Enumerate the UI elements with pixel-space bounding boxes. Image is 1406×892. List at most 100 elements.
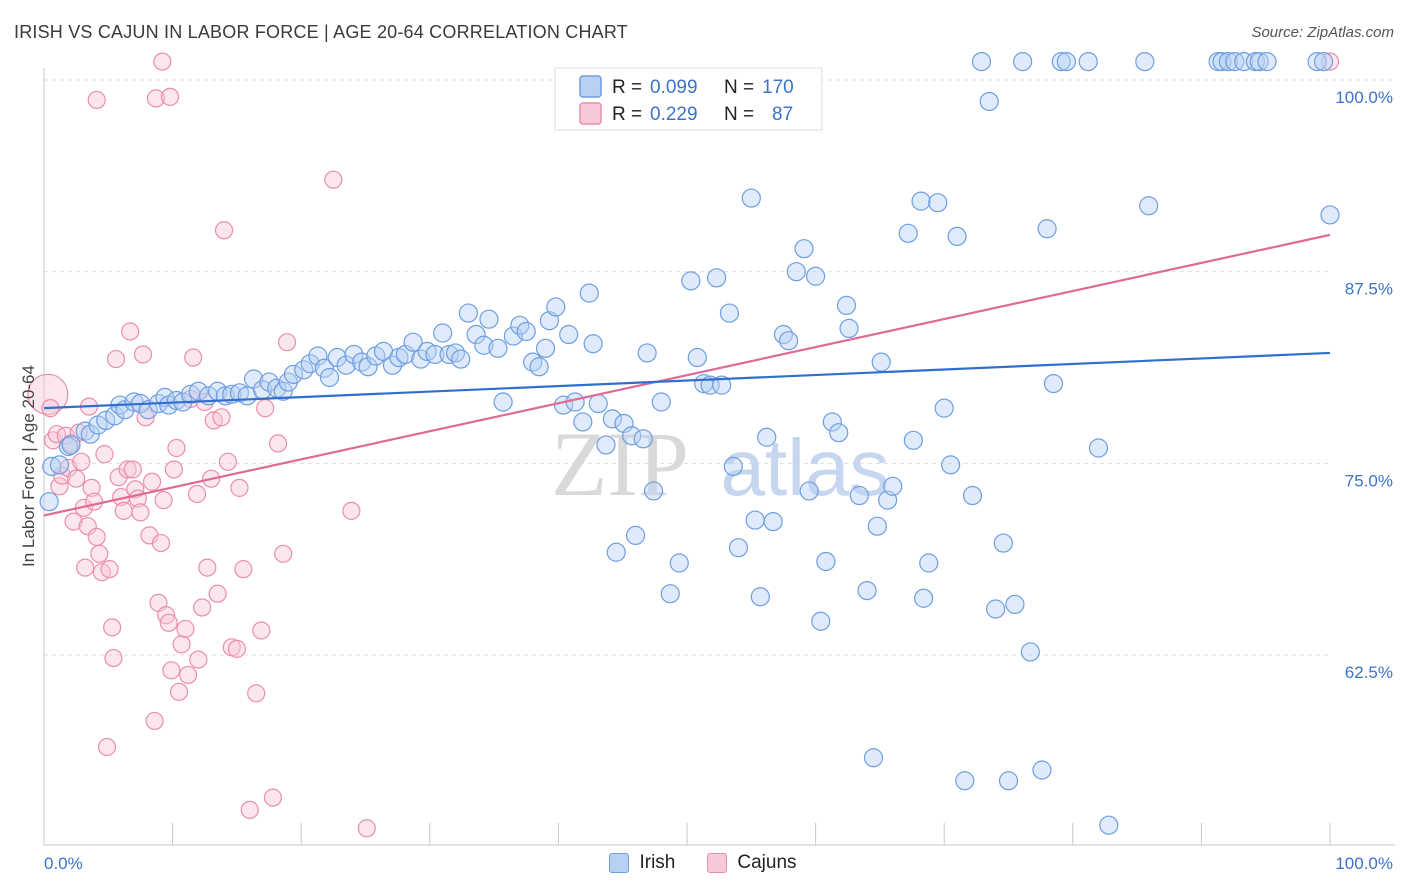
irish-point (1099, 815, 1119, 835)
irish-point (458, 303, 478, 323)
irish-point (941, 455, 961, 475)
irish-point (382, 355, 403, 375)
irish-point (633, 429, 653, 449)
irish-point (799, 481, 819, 501)
irish-point (319, 367, 340, 388)
irish-point (300, 354, 320, 374)
cajun-point (123, 460, 142, 479)
irish-point (403, 332, 423, 352)
irish-point (919, 553, 939, 573)
irish-point (358, 357, 378, 377)
irish-point (479, 309, 499, 329)
cajun-point (176, 619, 195, 639)
irish-point (493, 392, 513, 412)
irish-point (1249, 51, 1269, 72)
irish-point (773, 324, 794, 345)
cajun-point (160, 87, 180, 106)
irish-point (1307, 51, 1327, 72)
cajun-point (227, 639, 246, 658)
irish-point (947, 226, 967, 246)
irish-point (314, 358, 334, 378)
irish-point (669, 553, 689, 573)
irish-point (863, 748, 884, 768)
irish-point (741, 188, 761, 208)
irish-point (962, 485, 983, 506)
cajun-point (133, 345, 153, 364)
cajun-point (118, 460, 137, 479)
cajun-points (27, 52, 1340, 838)
irish-point (1020, 642, 1040, 662)
irish-point (1078, 51, 1098, 72)
irish-point (395, 344, 415, 365)
irish-point (606, 542, 626, 562)
legend-cajun-r-value: 0.229 (650, 104, 698, 125)
irish-point (778, 331, 799, 351)
irish-point (583, 334, 603, 354)
legend-cajun-n-value: 87 (772, 104, 793, 125)
tick-labels: 62.5% 75.0% 87.5% 100.0% 0.0% 100.0% (44, 88, 1393, 873)
cajun-point (106, 349, 126, 369)
cajun-trend-line (43, 233, 1331, 517)
irish-point (1043, 374, 1064, 394)
cajun-point (72, 452, 91, 471)
irish-point (867, 516, 887, 536)
irish-point (1320, 205, 1340, 225)
irish-point (871, 352, 891, 372)
irish-point (914, 588, 934, 608)
irish-point (96, 410, 116, 430)
cajun-point (256, 399, 275, 418)
cajun-point (146, 89, 165, 108)
cajun-point (103, 618, 122, 637)
irish-point (1005, 594, 1025, 615)
irish-point (822, 412, 842, 432)
irish-point (903, 430, 923, 450)
irish-point (706, 268, 727, 288)
cajun-point (162, 661, 181, 680)
irish-point (811, 611, 831, 631)
bottom-legend-irish-label: Irish (639, 852, 676, 873)
irish-point (979, 91, 999, 112)
bottom-legend-irish-swatch (609, 853, 630, 873)
irish-point (643, 481, 664, 501)
cajun-point (178, 665, 198, 685)
cajun-point (87, 90, 106, 110)
irish-point (308, 346, 328, 366)
irish-point (745, 510, 765, 530)
irish-point (579, 283, 599, 303)
irish-point (898, 223, 918, 243)
irish-point (411, 349, 431, 369)
irish-point (719, 303, 740, 323)
irish-point (786, 262, 806, 282)
x-tick-label-max: 100.0% (1335, 854, 1393, 873)
irish-point (546, 297, 566, 317)
irish-point (529, 357, 549, 377)
cajun-point (189, 650, 208, 669)
irish-point (1056, 51, 1076, 72)
irish-point (681, 271, 701, 291)
irish-point (836, 295, 857, 315)
legend-cajun-r-label: R = (612, 104, 642, 125)
cajun-point (240, 800, 259, 819)
bottom-legend: Irish Cajuns (0, 852, 1406, 874)
irish-point (857, 580, 877, 601)
irish-point (1051, 51, 1071, 72)
cajun-point (153, 52, 172, 71)
irish-point (805, 266, 826, 286)
cajun-point (85, 492, 104, 511)
irish-point (344, 344, 364, 365)
trend-lines (43, 233, 1331, 517)
irish-point (1139, 196, 1159, 216)
irish-point (559, 324, 579, 345)
cajun-point (214, 221, 234, 240)
cajun-point (90, 544, 109, 563)
cajun-point (184, 348, 203, 367)
bottom-legend-cajun: Cajuns (707, 852, 797, 874)
legend-irish-r-value: 0.099 (650, 77, 698, 98)
bottom-legend-irish: Irish (609, 852, 675, 874)
cajun-point (342, 501, 361, 520)
irish-point (466, 324, 486, 345)
irish-point (794, 239, 814, 259)
legend-irish-n-value: 170 (762, 77, 794, 98)
irish-point (39, 492, 59, 512)
cajun-point (82, 478, 101, 497)
